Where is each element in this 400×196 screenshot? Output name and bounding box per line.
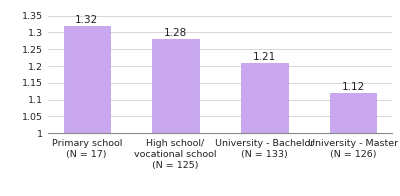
Bar <box>152 39 199 133</box>
Text: 1.32: 1.32 <box>75 15 98 25</box>
Text: 1.21: 1.21 <box>253 52 276 62</box>
Text: 1.28: 1.28 <box>164 28 187 38</box>
Text: 1.12: 1.12 <box>342 82 365 92</box>
Bar <box>330 93 376 133</box>
Bar <box>241 63 288 133</box>
Bar <box>64 26 110 133</box>
